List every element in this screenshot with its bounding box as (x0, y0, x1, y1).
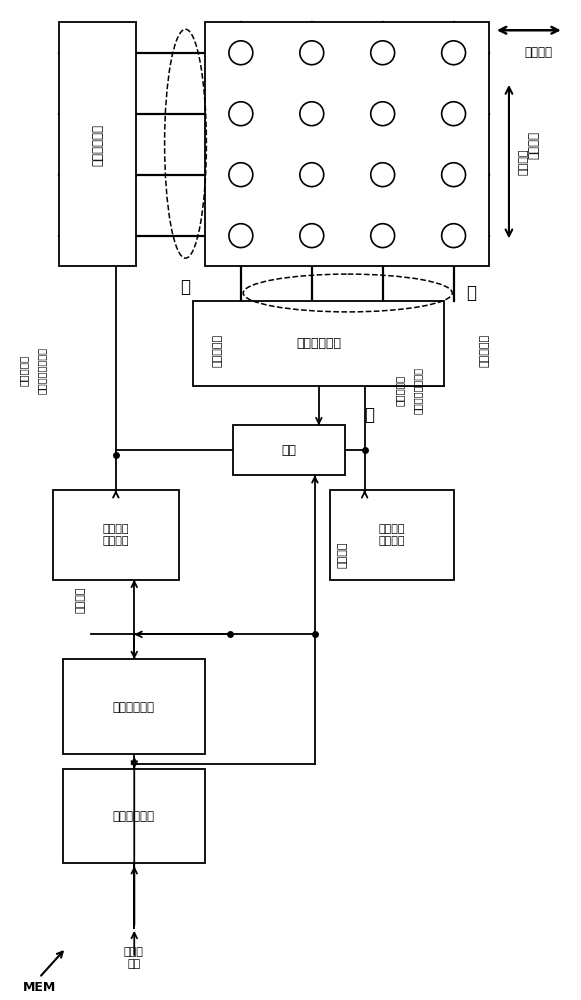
Text: ～: ～ (181, 278, 191, 296)
Text: 第一控制单元: 第一控制单元 (113, 701, 155, 714)
Circle shape (442, 163, 465, 187)
Text: ～: ～ (365, 406, 375, 424)
Bar (206, 22, 489, 266)
Circle shape (229, 224, 253, 248)
Text: 访问地
址线: 访问地 址线 (124, 947, 144, 969)
Circle shape (442, 102, 465, 126)
Circle shape (300, 224, 324, 248)
Text: 第一电源线: 第一电源线 (394, 375, 404, 406)
Text: （第一电源电压）: （第一电源电压） (413, 367, 422, 414)
Text: ～: ～ (466, 284, 476, 302)
Text: 第一选择单元: 第一选择单元 (296, 337, 342, 350)
Circle shape (371, 41, 394, 65)
Text: 第二电压
生成单元: 第二电压 生成单元 (103, 524, 129, 546)
Text: 第二控制单元: 第二控制单元 (113, 810, 155, 823)
Circle shape (442, 224, 465, 248)
Bar (53, 490, 178, 580)
Text: 第二信号线: 第二信号线 (212, 334, 223, 367)
Circle shape (229, 102, 253, 126)
Text: 第一信号线: 第一信号线 (479, 334, 489, 367)
Circle shape (229, 41, 253, 65)
Bar (234, 425, 345, 475)
Circle shape (300, 163, 324, 187)
Text: 第二选择单元: 第二选择单元 (91, 124, 105, 166)
Text: 短路信号: 短路信号 (338, 541, 348, 568)
Text: 存储单元: 存储单元 (528, 131, 540, 159)
Circle shape (371, 224, 394, 248)
Text: 第一方向: 第一方向 (519, 148, 529, 175)
Text: 开关: 开关 (282, 444, 296, 457)
Circle shape (442, 41, 465, 65)
Text: 第一电压
生成单元: 第一电压 生成单元 (378, 524, 405, 546)
Circle shape (300, 41, 324, 65)
Circle shape (300, 102, 324, 126)
Text: 第二方向: 第二方向 (525, 46, 553, 59)
Circle shape (229, 163, 253, 187)
Bar (330, 490, 454, 580)
Circle shape (371, 163, 394, 187)
Text: 启动信号: 启动信号 (76, 586, 86, 613)
Bar (193, 301, 444, 386)
Text: MEM: MEM (23, 981, 56, 994)
Bar (63, 769, 206, 863)
Text: （第三电源电压）: （第三电源电压） (36, 347, 46, 394)
Bar (59, 22, 136, 266)
Text: 第二电源线: 第二电源线 (18, 355, 28, 386)
Bar (63, 659, 206, 754)
Circle shape (371, 102, 394, 126)
